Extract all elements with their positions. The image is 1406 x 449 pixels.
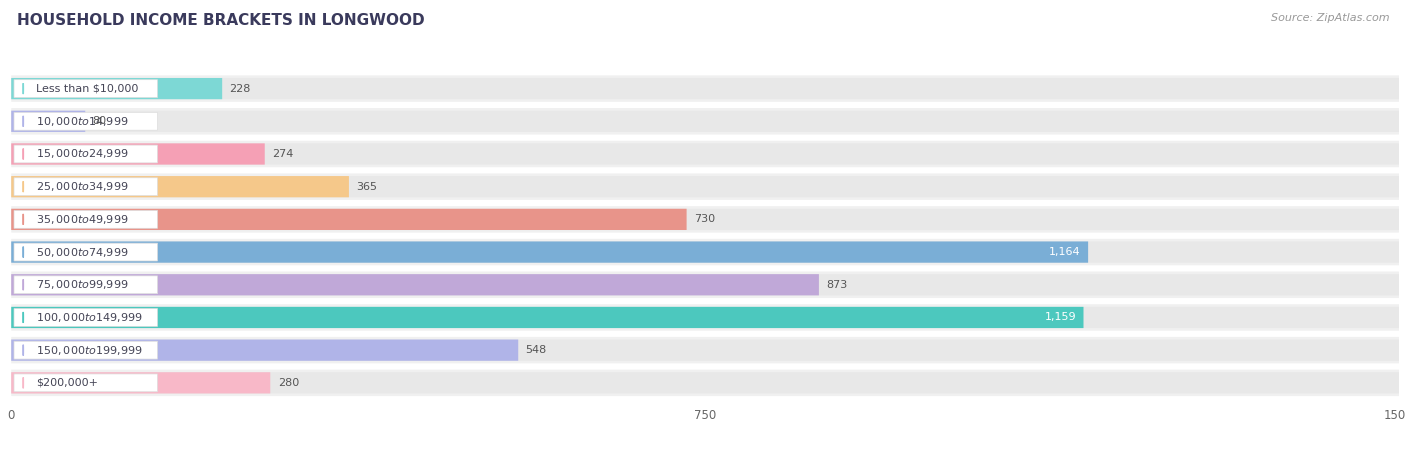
FancyBboxPatch shape: [11, 272, 1399, 298]
FancyBboxPatch shape: [14, 112, 157, 130]
Text: 730: 730: [695, 214, 716, 224]
FancyBboxPatch shape: [11, 339, 1399, 361]
Text: 274: 274: [273, 149, 294, 159]
Text: 548: 548: [526, 345, 547, 355]
Text: HOUSEHOLD INCOME BRACKETS IN LONGWOOD: HOUSEHOLD INCOME BRACKETS IN LONGWOOD: [17, 13, 425, 28]
Text: $10,000 to $14,999: $10,000 to $14,999: [37, 115, 129, 128]
FancyBboxPatch shape: [11, 75, 1399, 102]
FancyBboxPatch shape: [14, 145, 157, 163]
Text: 80: 80: [93, 116, 107, 126]
FancyBboxPatch shape: [11, 176, 1399, 197]
FancyBboxPatch shape: [11, 173, 1399, 200]
Text: 873: 873: [827, 280, 848, 290]
Text: $50,000 to $74,999: $50,000 to $74,999: [37, 246, 129, 259]
FancyBboxPatch shape: [14, 211, 157, 228]
FancyBboxPatch shape: [11, 370, 1399, 396]
Text: $15,000 to $24,999: $15,000 to $24,999: [37, 147, 129, 160]
FancyBboxPatch shape: [11, 110, 86, 132]
Text: $100,000 to $149,999: $100,000 to $149,999: [37, 311, 143, 324]
Text: 365: 365: [356, 182, 377, 192]
FancyBboxPatch shape: [11, 206, 1399, 233]
Text: Less than $10,000: Less than $10,000: [37, 84, 139, 93]
Text: $75,000 to $99,999: $75,000 to $99,999: [37, 278, 129, 291]
FancyBboxPatch shape: [11, 141, 1399, 167]
FancyBboxPatch shape: [11, 242, 1088, 263]
FancyBboxPatch shape: [11, 242, 1399, 263]
FancyBboxPatch shape: [14, 341, 157, 359]
FancyBboxPatch shape: [11, 339, 519, 361]
FancyBboxPatch shape: [11, 372, 270, 393]
FancyBboxPatch shape: [11, 209, 686, 230]
Text: 280: 280: [278, 378, 299, 388]
FancyBboxPatch shape: [11, 108, 1399, 135]
FancyBboxPatch shape: [11, 78, 222, 99]
FancyBboxPatch shape: [11, 78, 1399, 99]
FancyBboxPatch shape: [11, 337, 1399, 363]
Text: Source: ZipAtlas.com: Source: ZipAtlas.com: [1271, 13, 1389, 23]
FancyBboxPatch shape: [11, 239, 1399, 265]
FancyBboxPatch shape: [11, 176, 349, 197]
Text: 1,159: 1,159: [1045, 313, 1076, 322]
FancyBboxPatch shape: [14, 276, 157, 294]
FancyBboxPatch shape: [11, 274, 818, 295]
Text: $150,000 to $199,999: $150,000 to $199,999: [37, 343, 143, 357]
Text: 228: 228: [229, 84, 250, 93]
FancyBboxPatch shape: [11, 307, 1399, 328]
Text: 1,164: 1,164: [1049, 247, 1081, 257]
FancyBboxPatch shape: [14, 243, 157, 261]
FancyBboxPatch shape: [14, 308, 157, 326]
FancyBboxPatch shape: [11, 143, 264, 165]
FancyBboxPatch shape: [11, 307, 1084, 328]
FancyBboxPatch shape: [14, 374, 157, 392]
FancyBboxPatch shape: [11, 110, 1399, 132]
FancyBboxPatch shape: [11, 143, 1399, 165]
FancyBboxPatch shape: [14, 178, 157, 196]
FancyBboxPatch shape: [11, 304, 1399, 331]
FancyBboxPatch shape: [11, 372, 1399, 393]
Text: $35,000 to $49,999: $35,000 to $49,999: [37, 213, 129, 226]
FancyBboxPatch shape: [11, 274, 1399, 295]
FancyBboxPatch shape: [11, 209, 1399, 230]
FancyBboxPatch shape: [14, 80, 157, 97]
Text: $200,000+: $200,000+: [37, 378, 98, 388]
Text: $25,000 to $34,999: $25,000 to $34,999: [37, 180, 129, 193]
